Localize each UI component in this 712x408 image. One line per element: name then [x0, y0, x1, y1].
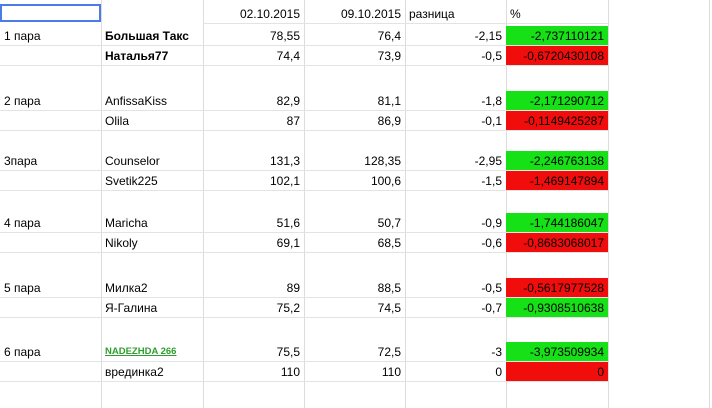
name-cell[interactable]: AnfissaKiss: [101, 91, 203, 111]
weight-date2-cell[interactable]: 110: [304, 362, 405, 382]
weight-date2-cell[interactable]: 50,7: [304, 213, 405, 233]
percent-cell[interactable]: -1,744186047: [506, 213, 608, 233]
percent-cell[interactable]: -0,5617977528: [506, 278, 608, 298]
difference-cell[interactable]: -0,5: [405, 46, 506, 66]
column-divider: [304, 0, 305, 408]
pair-cell[interactable]: [0, 46, 101, 66]
difference-cell[interactable]: 0: [405, 362, 506, 382]
header-difference[interactable]: разница: [405, 4, 506, 24]
pair-cell[interactable]: 5 пара: [0, 278, 101, 298]
weight-date2-cell[interactable]: 88,5: [304, 278, 405, 298]
difference-cell[interactable]: -3: [405, 342, 506, 362]
percent-cell[interactable]: -0,8683068017: [506, 233, 608, 253]
header-date-1[interactable]: 02.10.2015: [203, 4, 304, 24]
weight-date1-cell[interactable]: 82,9: [203, 91, 304, 111]
name-cell[interactable]: NADEZHDA 266: [101, 342, 203, 362]
pair-cell[interactable]: [0, 111, 101, 131]
difference-cell[interactable]: -0,1: [405, 111, 506, 131]
weight-date1-cell[interactable]: 75,5: [203, 342, 304, 362]
weight-date2-cell[interactable]: 76,4: [304, 26, 405, 46]
name-cell[interactable]: Svetik225: [101, 171, 203, 191]
name-cell[interactable]: Я-Галина: [101, 298, 203, 318]
weight-date1-cell[interactable]: 89: [203, 278, 304, 298]
difference-cell[interactable]: -0,5: [405, 278, 506, 298]
column-divider: [506, 0, 507, 408]
pair-cell[interactable]: [0, 362, 101, 382]
weight-date2-cell[interactable]: 100,6: [304, 171, 405, 191]
name-cell[interactable]: Nikoly: [101, 233, 203, 253]
weight-date2-cell[interactable]: 68,5: [304, 233, 405, 253]
percent-cell[interactable]: -1,469147894: [506, 171, 608, 191]
column-divider: [203, 0, 204, 408]
percent-cell[interactable]: -0,9308510638: [506, 298, 608, 318]
weight-date1-cell[interactable]: 87: [203, 111, 304, 131]
difference-cell[interactable]: -0,7: [405, 298, 506, 318]
difference-cell[interactable]: -1,8: [405, 91, 506, 111]
column-divider: [709, 0, 710, 408]
weight-date1-cell[interactable]: 74,4: [203, 46, 304, 66]
pair-cell[interactable]: [0, 171, 101, 191]
difference-cell[interactable]: -2,95: [405, 151, 506, 171]
header-date-2[interactable]: 09.10.2015: [304, 4, 405, 24]
name-cell[interactable]: Милка2: [101, 278, 203, 298]
percent-cell[interactable]: -2,737110121: [506, 26, 608, 46]
percent-cell[interactable]: -0,6720430108: [506, 46, 608, 66]
weight-date2-cell[interactable]: 74,5: [304, 298, 405, 318]
pair-cell[interactable]: 3пара: [0, 151, 101, 171]
pair-cell[interactable]: 2 пара: [0, 91, 101, 111]
pair-cell[interactable]: [0, 298, 101, 318]
weight-date1-cell[interactable]: 51,6: [203, 213, 304, 233]
percent-cell[interactable]: -2,171290712: [506, 91, 608, 111]
weight-date1-cell[interactable]: 102,1: [203, 171, 304, 191]
difference-cell[interactable]: -1,5: [405, 171, 506, 191]
weight-date1-cell[interactable]: 75,2: [203, 298, 304, 318]
percent-cell[interactable]: -0,1149425287: [506, 111, 608, 131]
percent-cell[interactable]: 0: [506, 362, 608, 382]
weight-date1-cell[interactable]: 110: [203, 362, 304, 382]
name-cell[interactable]: Наталья77: [101, 46, 203, 66]
difference-cell[interactable]: -0,9: [405, 213, 506, 233]
column-divider: [405, 0, 406, 408]
header-percent[interactable]: %: [506, 4, 608, 24]
percent-cell[interactable]: -2,246763138: [506, 151, 608, 171]
pair-cell[interactable]: 1 пара: [0, 26, 101, 46]
weight-date1-cell[interactable]: 131,3: [203, 151, 304, 171]
name-cell[interactable]: врединка2: [101, 362, 203, 382]
column-divider: [101, 0, 102, 408]
weight-date2-cell[interactable]: 81,1: [304, 91, 405, 111]
weight-date1-cell[interactable]: 78,55: [203, 26, 304, 46]
weight-date2-cell[interactable]: 86,9: [304, 111, 405, 131]
selected-cell[interactable]: [0, 4, 101, 22]
name-cell[interactable]: Maricha: [101, 213, 203, 233]
pair-cell[interactable]: 6 пара: [0, 342, 101, 362]
name-cell[interactable]: Большая Такс: [101, 26, 203, 46]
column-divider: [608, 0, 609, 408]
difference-cell[interactable]: -2,15: [405, 26, 506, 46]
weight-date2-cell[interactable]: 128,35: [304, 151, 405, 171]
pair-cell[interactable]: 4 пара: [0, 213, 101, 233]
weight-date2-cell[interactable]: 73,9: [304, 46, 405, 66]
name-cell[interactable]: Olila: [101, 111, 203, 131]
weight-date2-cell[interactable]: 72,5: [304, 342, 405, 362]
difference-cell[interactable]: -0,6: [405, 233, 506, 253]
percent-cell[interactable]: -3,973509934: [506, 342, 608, 362]
pair-cell[interactable]: [0, 233, 101, 253]
weight-date1-cell[interactable]: 69,1: [203, 233, 304, 253]
name-cell[interactable]: Counselor: [101, 151, 203, 171]
